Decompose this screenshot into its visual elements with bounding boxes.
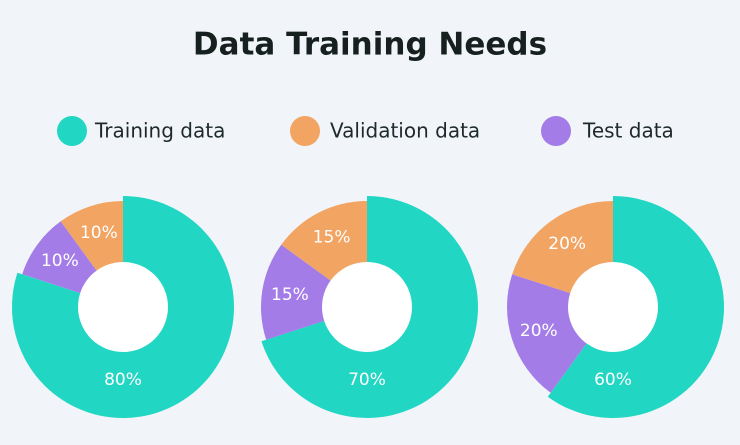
slice-label: 10%	[80, 223, 118, 243]
legend-swatch	[290, 116, 320, 146]
chart-title: Data Training Needs	[193, 27, 547, 63]
donut-hole	[322, 262, 412, 352]
slice-label: 70%	[348, 370, 386, 390]
donut-hole	[568, 262, 658, 352]
slice-label: 80%	[104, 370, 142, 390]
slice-label: 20%	[520, 321, 558, 341]
legend-label: Training data	[94, 119, 225, 143]
slice-label: 10%	[41, 251, 79, 271]
slice-label: 15%	[271, 285, 309, 305]
legend-swatch	[541, 116, 571, 146]
legend-swatch	[57, 116, 87, 146]
legend-label: Validation data	[330, 119, 480, 143]
donut-hole	[78, 262, 168, 352]
legend-label: Test data	[582, 119, 674, 143]
donut-slice	[261, 244, 367, 340]
slice-label: 60%	[594, 370, 632, 390]
slice-label: 15%	[313, 228, 351, 248]
slice-label: 20%	[548, 234, 586, 254]
